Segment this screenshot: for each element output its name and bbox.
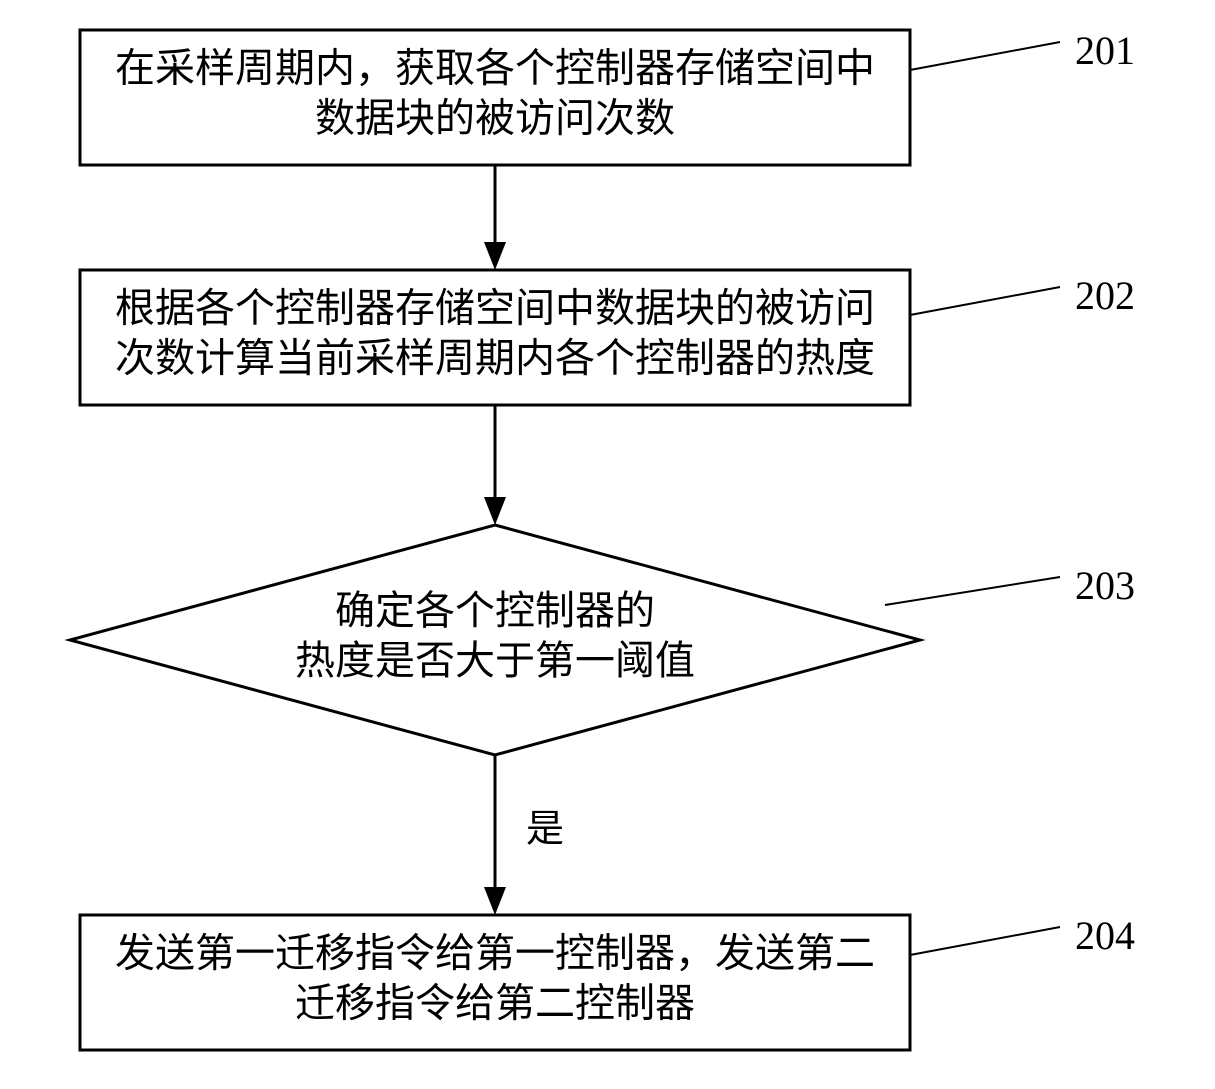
n201-text-line: 数据块的被访问次数 — [315, 96, 675, 141]
edge-label: 是 — [526, 809, 564, 851]
leader-line — [910, 287, 1060, 315]
leader-line — [910, 927, 1060, 955]
n201-text-line: 在采样周期内，获取各个控制器存储空间中 — [115, 46, 875, 91]
n203-text-line: 确定各个控制器的 — [335, 588, 655, 633]
node-n202: 根据各个控制器存储空间中数据块的被访问次数计算当前采样周期内各个控制器的热度 — [80, 270, 910, 405]
flow-arrow-head — [484, 242, 506, 270]
node-n201: 在采样周期内，获取各个控制器存储空间中数据块的被访问次数 — [80, 30, 910, 165]
flowchart-canvas: 是 在采样周期内，获取各个控制器存储空间中数据块的被访问次数根据各个控制器存储空… — [0, 0, 1215, 1089]
step-label: 204 — [1075, 913, 1135, 958]
node-n204: 发送第一迁移指令给第一控制器，发送第二迁移指令给第二控制器 — [80, 915, 910, 1050]
n202-text-line: 根据各个控制器存储空间中数据块的被访问 — [115, 286, 875, 331]
flow-arrow-head — [484, 887, 506, 915]
n203-text-line: 热度是否大于第一阈值 — [295, 638, 695, 683]
flow-arrow-head — [484, 497, 506, 525]
leader-line — [885, 577, 1060, 605]
n204-text-line: 迁移指令给第二控制器 — [295, 981, 695, 1026]
step-label: 203 — [1075, 563, 1135, 608]
leader-line — [910, 42, 1060, 70]
n202-text-line: 次数计算当前采样周期内各个控制器的热度 — [115, 336, 875, 381]
step-label: 201 — [1075, 28, 1135, 73]
node-n203: 确定各个控制器的热度是否大于第一阈值 — [70, 525, 920, 755]
step-label: 202 — [1075, 273, 1135, 318]
n204-text-line: 发送第一迁移指令给第一控制器，发送第二 — [115, 931, 875, 976]
